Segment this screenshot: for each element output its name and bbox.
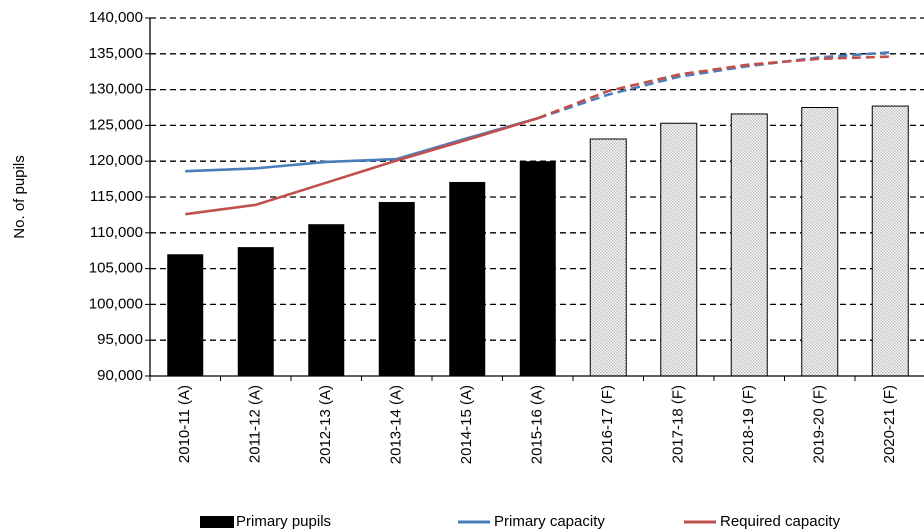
x-tick-label: 2020-21 (F)	[881, 385, 898, 463]
y-tick-label: 115,000	[90, 188, 143, 205]
line	[537, 55, 891, 120]
bar	[801, 107, 839, 377]
x-tick-label: 2012-13 (A)	[317, 385, 334, 464]
bar	[730, 113, 768, 377]
line	[185, 116, 539, 173]
x-tick-label: 2014-15 (A)	[458, 385, 475, 464]
x-tick-label: 2011-12 (A)	[247, 385, 264, 463]
bar	[449, 181, 486, 376]
y-tick-label: 135,000	[89, 45, 143, 62]
y-tick-label: 130,000	[89, 81, 143, 98]
y-tick-label: 100,000	[89, 295, 143, 312]
bar	[660, 122, 698, 377]
legend-swatch	[200, 516, 234, 528]
bar	[308, 224, 345, 376]
x-tick-label: 2016-17 (F)	[599, 385, 616, 463]
y-tick-label: 110,000	[90, 224, 143, 241]
y-axis-label: No. of pupils	[11, 155, 28, 238]
bar	[589, 138, 627, 377]
bar	[871, 105, 909, 377]
line	[185, 116, 539, 216]
y-tick-label: 105,000	[89, 260, 143, 277]
legend-label: Primary pupils	[236, 513, 331, 530]
bar	[237, 247, 274, 376]
bar	[519, 161, 556, 376]
x-tick-label: 2015-16 (A)	[529, 385, 546, 464]
line	[537, 51, 891, 120]
y-tick-label: 95,000	[97, 331, 143, 348]
y-tick-label: 125,000	[89, 116, 143, 133]
x-tick-label: 2010-11 (A)	[176, 385, 193, 463]
y-tick-label: 90,000	[97, 367, 143, 384]
x-tick-label: 2018-19 (F)	[740, 385, 757, 463]
legend-label: Required capacity	[720, 513, 841, 530]
bar	[378, 202, 415, 376]
x-tick-label: 2019-20 (F)	[811, 385, 828, 463]
y-tick-label: 140,000	[89, 9, 143, 26]
bar	[167, 254, 204, 376]
x-tick-label: 2013-14 (A)	[388, 385, 405, 464]
x-tick-label: 2017-18 (F)	[670, 385, 687, 463]
legend-label: Primary capacity	[494, 513, 605, 530]
y-tick-label: 120,000	[89, 152, 143, 169]
